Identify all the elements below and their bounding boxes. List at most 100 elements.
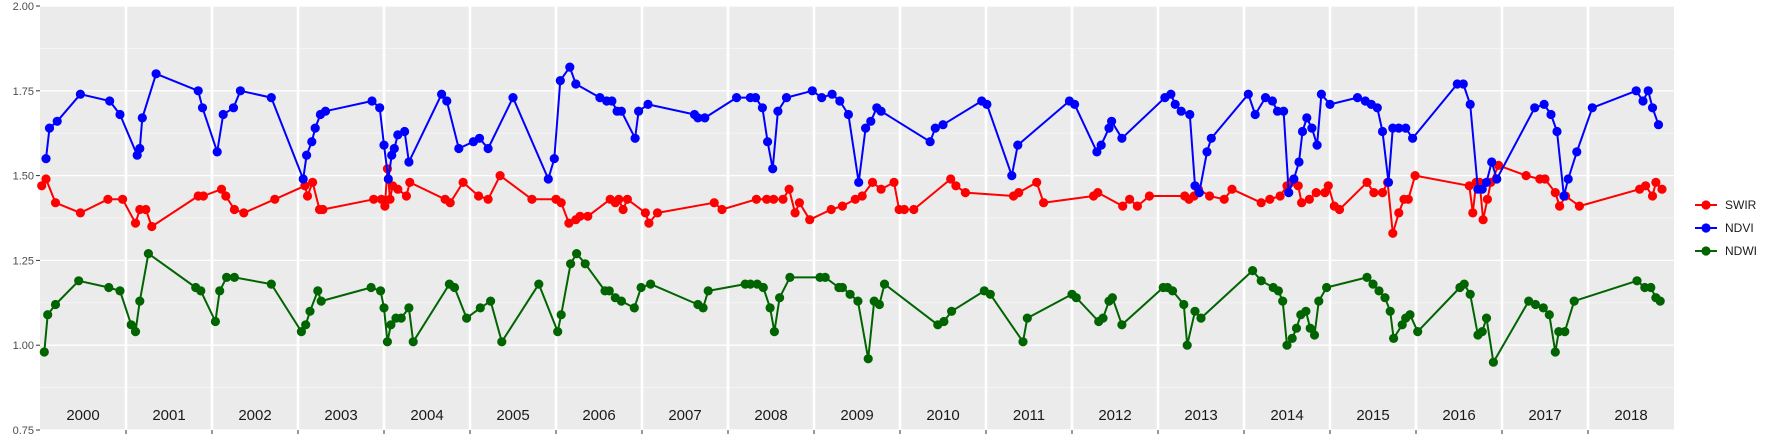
data-point-ndvi xyxy=(861,123,871,133)
data-point-ndwi xyxy=(1256,276,1266,286)
data-point-ndwi xyxy=(1362,272,1372,282)
data-point-ndvi xyxy=(1312,140,1322,150)
data-point-ndvi xyxy=(1092,147,1102,157)
data-point-swir xyxy=(270,194,280,204)
data-point-swir xyxy=(857,191,867,201)
data-point-ndwi xyxy=(1314,296,1324,306)
year-label: 2017 xyxy=(1528,407,1561,424)
data-point-swir xyxy=(889,177,899,187)
data-point-ndwi xyxy=(939,316,949,327)
data-point-swir xyxy=(909,204,919,215)
data-point-ndvi xyxy=(1176,106,1186,116)
data-point-ndvi xyxy=(1307,123,1317,133)
data-point-swir xyxy=(769,194,779,204)
data-point-swir xyxy=(216,184,227,194)
year-label: 2004 xyxy=(410,407,443,424)
data-point-ndvi xyxy=(1289,174,1299,184)
data-point-ndwi xyxy=(1309,330,1320,340)
data-point-ndvi xyxy=(197,103,208,113)
data-point-ndwi xyxy=(43,310,53,320)
data-point-swir xyxy=(369,194,379,204)
data-point-ndwi xyxy=(39,347,49,357)
data-point-swir xyxy=(644,218,654,228)
data-point-ndwi xyxy=(1413,327,1423,337)
data-point-swir xyxy=(1032,177,1042,187)
series-ndvi xyxy=(41,62,1664,201)
data-point-swir xyxy=(778,194,788,204)
data-point-ndvi xyxy=(52,116,62,126)
data-point-ndwi xyxy=(143,249,153,259)
data-point-swir xyxy=(393,184,403,194)
data-point-swir xyxy=(622,194,633,204)
legend-item-swir: SWIR xyxy=(1695,198,1757,212)
data-point-ndvi xyxy=(1383,177,1394,187)
data-point-ndwi xyxy=(636,282,646,293)
data-point-ndvi xyxy=(1530,103,1540,113)
data-point-swir xyxy=(1651,177,1661,187)
data-point-ndvi xyxy=(379,140,389,150)
data-point-swir xyxy=(709,198,719,208)
data-point-swir xyxy=(1320,188,1330,198)
data-point-ndvi xyxy=(827,89,837,99)
data-point-ndwi xyxy=(1182,340,1192,350)
data-point-ndvi xyxy=(1202,147,1212,157)
data-point-ndwi xyxy=(50,299,61,310)
data-point-swir xyxy=(1014,188,1024,198)
data-point-swir xyxy=(1521,171,1531,181)
data-point-ndwi xyxy=(301,320,311,330)
legend-item-ndwi: NDWI xyxy=(1695,244,1757,258)
data-point-swir xyxy=(118,194,128,204)
data-point-ndwi xyxy=(769,327,780,337)
data-point-swir xyxy=(794,198,805,208)
data-point-ndwi xyxy=(296,327,306,337)
data-point-ndvi xyxy=(1539,99,1549,109)
data-point-swir xyxy=(1293,181,1303,191)
data-point-ndwi xyxy=(1524,296,1534,306)
data-point-ndvi xyxy=(393,130,403,140)
data-point-swir xyxy=(805,215,815,225)
year-label: 2013 xyxy=(1184,407,1217,424)
data-point-ndwi xyxy=(266,279,276,289)
data-point-swir xyxy=(1574,201,1584,211)
data-point-ndwi xyxy=(486,296,496,306)
data-point-swir xyxy=(1323,181,1333,191)
data-point-ndwi xyxy=(1389,333,1399,343)
data-point-swir xyxy=(1388,228,1398,238)
data-point-ndwi xyxy=(703,286,713,296)
data-point-swir xyxy=(1555,201,1565,211)
year-label: 2016 xyxy=(1442,407,1475,424)
data-point-swir xyxy=(876,184,886,194)
y-tick-label: 0.75 xyxy=(13,425,34,437)
data-point-swir xyxy=(483,194,493,204)
data-point-swir xyxy=(1219,194,1229,204)
data-point-ndvi xyxy=(750,93,761,103)
data-point-ndwi xyxy=(1374,286,1384,296)
data-point-swir xyxy=(130,218,141,228)
data-point-swir xyxy=(1377,188,1388,198)
data-point-swir xyxy=(1410,171,1420,181)
data-point-swir xyxy=(1641,181,1651,191)
data-point-ndvi xyxy=(1587,103,1597,113)
data-point-ndvi xyxy=(1408,133,1418,143)
data-point-swir xyxy=(1205,191,1215,201)
data-point-swir xyxy=(1550,188,1560,198)
data-point-swir xyxy=(1256,198,1266,208)
y-tick-label: 1.50 xyxy=(13,171,34,183)
data-point-ndwi xyxy=(1287,333,1297,343)
y-tick-label: 1.00 xyxy=(13,340,34,352)
data-point-ndwi xyxy=(196,286,206,296)
data-point-ndvi xyxy=(1190,181,1200,191)
data-point-ndwi xyxy=(1018,337,1028,347)
data-point-swir xyxy=(198,191,208,201)
data-point-swir xyxy=(1039,198,1049,208)
data-point-ndvi xyxy=(1563,174,1573,184)
data-point-ndwi xyxy=(305,306,315,316)
data-point-ndwi xyxy=(863,354,873,364)
data-point-swir xyxy=(1394,208,1404,218)
data-point-ndwi xyxy=(1569,296,1579,306)
data-point-swir xyxy=(1468,208,1478,218)
data-point-ndvi xyxy=(1070,99,1080,109)
year-label: 2000 xyxy=(66,407,99,424)
data-point-swir xyxy=(751,194,762,204)
